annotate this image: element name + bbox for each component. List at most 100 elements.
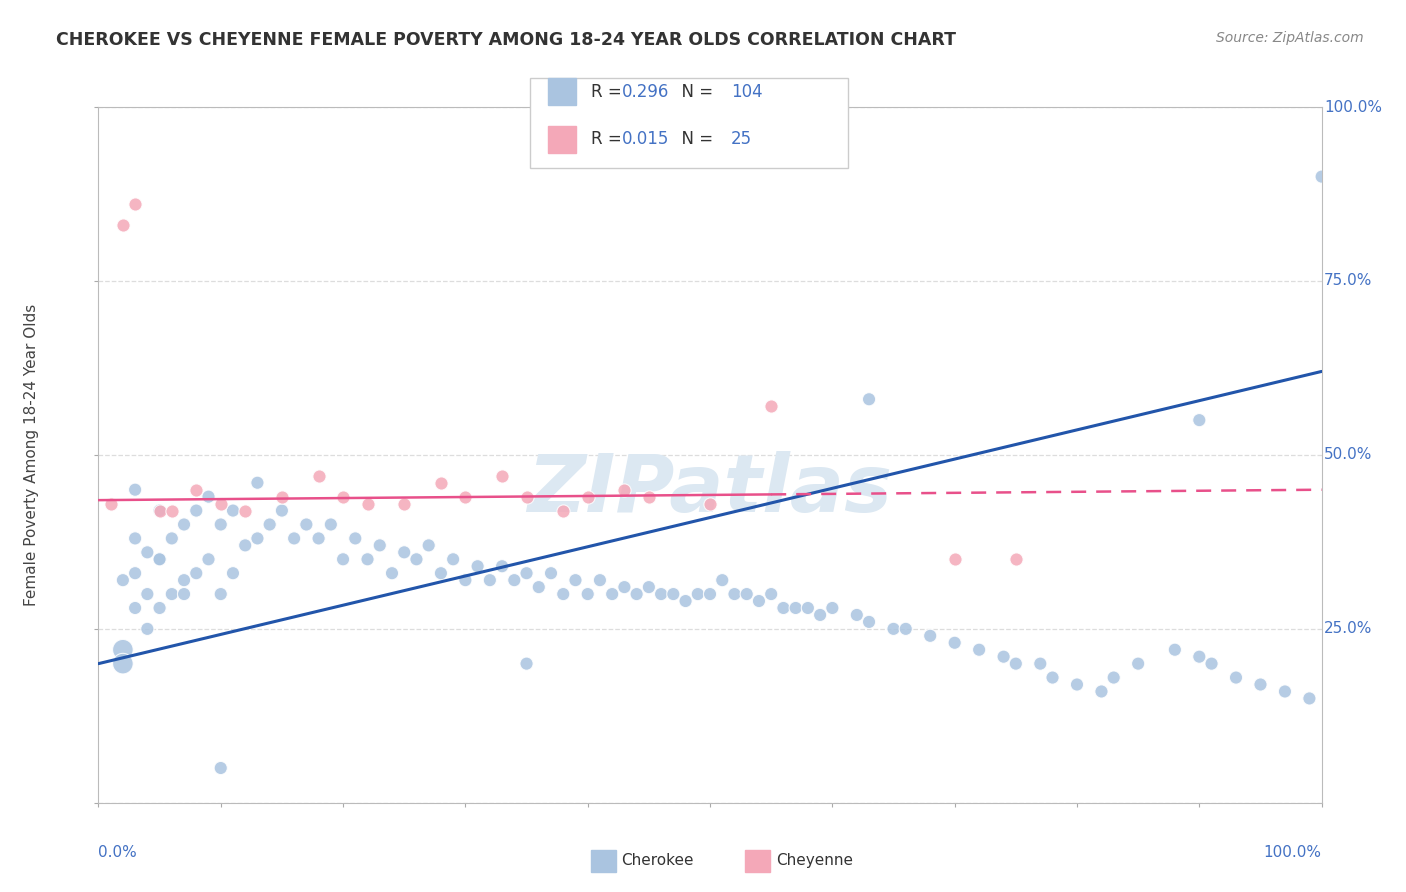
- Point: [209, 497, 232, 511]
- Point: [111, 642, 134, 657]
- Point: [454, 573, 477, 587]
- Point: [222, 503, 245, 517]
- Point: [711, 573, 734, 587]
- Point: [344, 532, 367, 546]
- Point: [785, 601, 807, 615]
- Point: [197, 552, 219, 566]
- Point: [111, 657, 134, 671]
- Point: [259, 517, 281, 532]
- Point: [516, 490, 538, 504]
- Point: [821, 601, 844, 615]
- Point: [589, 573, 612, 587]
- Point: [368, 538, 391, 552]
- Point: [1004, 657, 1026, 671]
- Point: [675, 594, 697, 608]
- Point: [381, 566, 404, 581]
- Point: [308, 532, 330, 546]
- Point: [1310, 169, 1333, 184]
- Point: [920, 629, 942, 643]
- Point: [124, 197, 146, 211]
- Point: [160, 532, 183, 546]
- Point: [124, 532, 146, 546]
- Text: 0.015: 0.015: [621, 130, 669, 148]
- Text: R =: R =: [591, 83, 627, 101]
- Point: [173, 517, 195, 532]
- Point: [356, 552, 378, 566]
- Point: [1102, 671, 1125, 685]
- Point: [699, 497, 721, 511]
- Point: [1004, 552, 1026, 566]
- Text: 75.0%: 75.0%: [1324, 274, 1372, 288]
- Point: [111, 573, 134, 587]
- Point: [222, 566, 245, 581]
- Point: [149, 552, 172, 566]
- Point: [858, 615, 880, 629]
- Point: [491, 468, 513, 483]
- Point: [943, 552, 966, 566]
- Point: [295, 517, 318, 532]
- Point: [332, 490, 354, 504]
- Point: [993, 649, 1015, 664]
- Point: [149, 601, 172, 615]
- Point: [662, 587, 685, 601]
- Text: 25.0%: 25.0%: [1324, 622, 1372, 636]
- Point: [430, 566, 453, 581]
- Point: [845, 607, 868, 622]
- Point: [1029, 657, 1052, 671]
- Point: [650, 587, 672, 601]
- Point: [723, 587, 745, 601]
- Point: [186, 483, 208, 497]
- Point: [100, 497, 122, 511]
- Text: 25: 25: [731, 130, 752, 148]
- Point: [883, 622, 905, 636]
- Text: Source: ZipAtlas.com: Source: ZipAtlas.com: [1216, 31, 1364, 45]
- Point: [797, 601, 820, 615]
- Point: [478, 573, 501, 587]
- Point: [124, 566, 146, 581]
- Point: [392, 497, 416, 511]
- Point: [1128, 657, 1150, 671]
- Point: [637, 490, 661, 504]
- Point: [967, 642, 990, 657]
- Text: ZIPatlas: ZIPatlas: [527, 450, 893, 529]
- Text: 50.0%: 50.0%: [1324, 448, 1372, 462]
- Text: Cheyenne: Cheyenne: [776, 854, 853, 868]
- Point: [160, 503, 183, 517]
- Point: [270, 503, 294, 517]
- Point: [858, 392, 880, 407]
- Text: Female Poverty Among 18-24 Year Olds: Female Poverty Among 18-24 Year Olds: [24, 304, 38, 606]
- Point: [576, 587, 599, 601]
- Text: 100.0%: 100.0%: [1264, 845, 1322, 860]
- Point: [1164, 642, 1187, 657]
- Text: 0.0%: 0.0%: [98, 845, 138, 860]
- Point: [564, 573, 586, 587]
- Point: [430, 475, 453, 490]
- Point: [246, 475, 269, 490]
- Point: [894, 622, 917, 636]
- Point: [943, 636, 966, 650]
- Point: [1250, 677, 1272, 691]
- Point: [1274, 684, 1296, 698]
- Text: 0.296: 0.296: [621, 83, 669, 101]
- Point: [761, 399, 783, 413]
- Point: [136, 587, 159, 601]
- Point: [124, 483, 146, 497]
- Text: 104: 104: [731, 83, 762, 101]
- Point: [149, 503, 172, 517]
- Point: [1090, 684, 1112, 698]
- Point: [1225, 671, 1247, 685]
- Point: [209, 517, 232, 532]
- Point: [1201, 657, 1223, 671]
- Point: [626, 587, 648, 601]
- Point: [136, 545, 159, 559]
- Point: [527, 580, 550, 594]
- Point: [149, 503, 172, 517]
- Point: [576, 490, 599, 504]
- Point: [392, 545, 416, 559]
- Point: [356, 497, 378, 511]
- Text: N =: N =: [671, 83, 718, 101]
- Point: [491, 559, 513, 574]
- Point: [197, 490, 219, 504]
- Point: [553, 587, 575, 601]
- Text: N =: N =: [671, 130, 718, 148]
